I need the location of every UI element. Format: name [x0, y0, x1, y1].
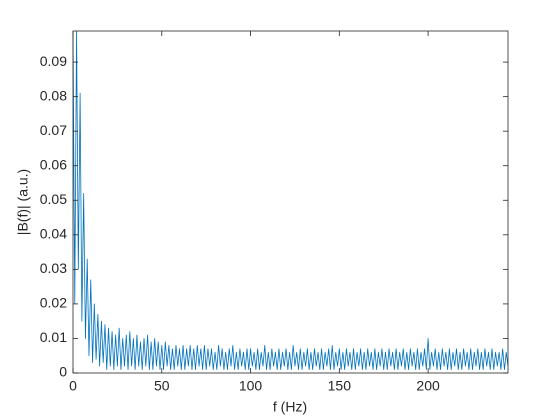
y-tick-label: 0.04: [40, 226, 67, 242]
y-tick-label: 0.08: [40, 87, 67, 103]
y-tick-label: 0.06: [40, 156, 67, 172]
y-axis-label: |B(f)| (a.u.): [15, 169, 31, 235]
y-tick-label: 0: [59, 364, 67, 380]
y-tick-label: 0.01: [40, 329, 67, 345]
y-tick-label: 0.03: [40, 260, 67, 276]
y-tick-label: 0.05: [40, 191, 67, 207]
x-tick-label: 150: [328, 378, 352, 394]
x-tick-label: 200: [416, 378, 440, 394]
axes-box: [72, 30, 509, 374]
x-tick-label: 50: [154, 378, 170, 394]
y-tick-label: 0.09: [40, 53, 67, 69]
spectrum-line: [72, 30, 509, 370]
y-tick-label: 0.02: [40, 295, 67, 311]
x-tick-label: 100: [239, 378, 263, 394]
x-axis-label: f (Hz): [273, 399, 307, 415]
x-tick-label: 0: [69, 378, 77, 394]
y-tick-label: 0.07: [40, 122, 67, 138]
